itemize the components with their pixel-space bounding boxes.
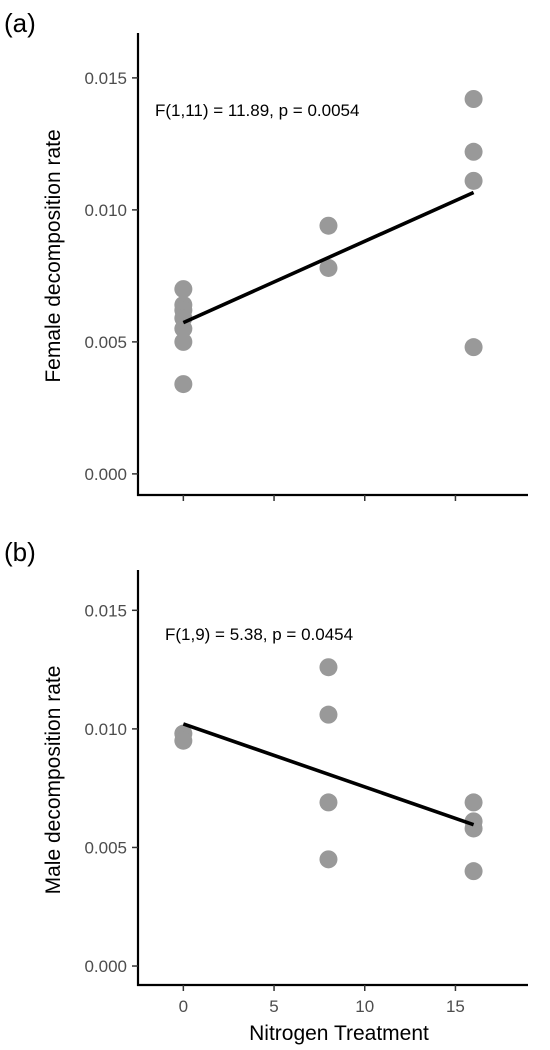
x-tick-label: 0	[179, 997, 188, 1016]
data-point	[464, 338, 483, 357]
data-point	[174, 731, 193, 750]
data-point	[464, 793, 483, 812]
data-point	[464, 90, 483, 108]
y-ticks: 0.000 0.005 0.010 0.015	[84, 69, 138, 484]
data-point	[319, 793, 338, 812]
data-point	[319, 216, 338, 235]
data-point	[319, 258, 338, 277]
y-axis-title: Female decomposition rate	[42, 129, 65, 382]
panel-female: (a) Female decomposition rate F(1,11) = …	[4, 8, 528, 501]
data-point	[174, 319, 193, 338]
data-point	[319, 658, 338, 677]
regression-line	[182, 722, 475, 827]
y-tick-label: 0.000	[84, 465, 127, 484]
data-point	[464, 862, 483, 881]
x-ticks	[182, 495, 457, 501]
data-point	[174, 280, 193, 299]
data-point	[174, 375, 193, 394]
y-axis-title: Male decomposition rate	[42, 666, 65, 895]
y-tick-label: 0.015	[84, 69, 127, 88]
fit-line-group	[182, 190, 475, 325]
fit-line-group	[182, 722, 475, 827]
y-tick-label: 0.005	[84, 333, 127, 352]
data-points	[174, 90, 483, 394]
data-point	[319, 705, 338, 724]
y-tick-label: 0.015	[84, 601, 127, 620]
panel-label: (b)	[4, 537, 36, 567]
y-tick-label: 0.010	[84, 201, 127, 220]
data-point	[174, 332, 193, 351]
panel-male: (b) Male decomposition rate F(1,9) = 5.3…	[4, 537, 528, 1045]
x-tick-label: 10	[355, 997, 374, 1016]
y-tick-label: 0.005	[84, 838, 127, 857]
x-ticks: 0 5 10 15	[179, 985, 465, 1016]
stat-annotation: F(1,9) = 5.38, p = 0.0454	[165, 625, 353, 644]
y-tick-label: 0.000	[84, 957, 127, 976]
data-point	[464, 171, 483, 190]
regression-line	[182, 190, 475, 325]
x-tick-label: 15	[446, 997, 465, 1016]
y-ticks: 0.000 0.005 0.010 0.015	[84, 601, 138, 976]
x-tick-label: 5	[269, 997, 278, 1016]
stat-annotation: F(1,11) = 11.89, p = 0.0054	[155, 101, 359, 120]
data-point	[464, 142, 483, 161]
data-point	[319, 850, 338, 869]
panel-label: (a)	[4, 8, 36, 38]
x-axis-title: Nitrogen Treatment	[249, 1022, 429, 1045]
y-tick-label: 0.010	[84, 720, 127, 739]
data-points	[174, 658, 483, 881]
